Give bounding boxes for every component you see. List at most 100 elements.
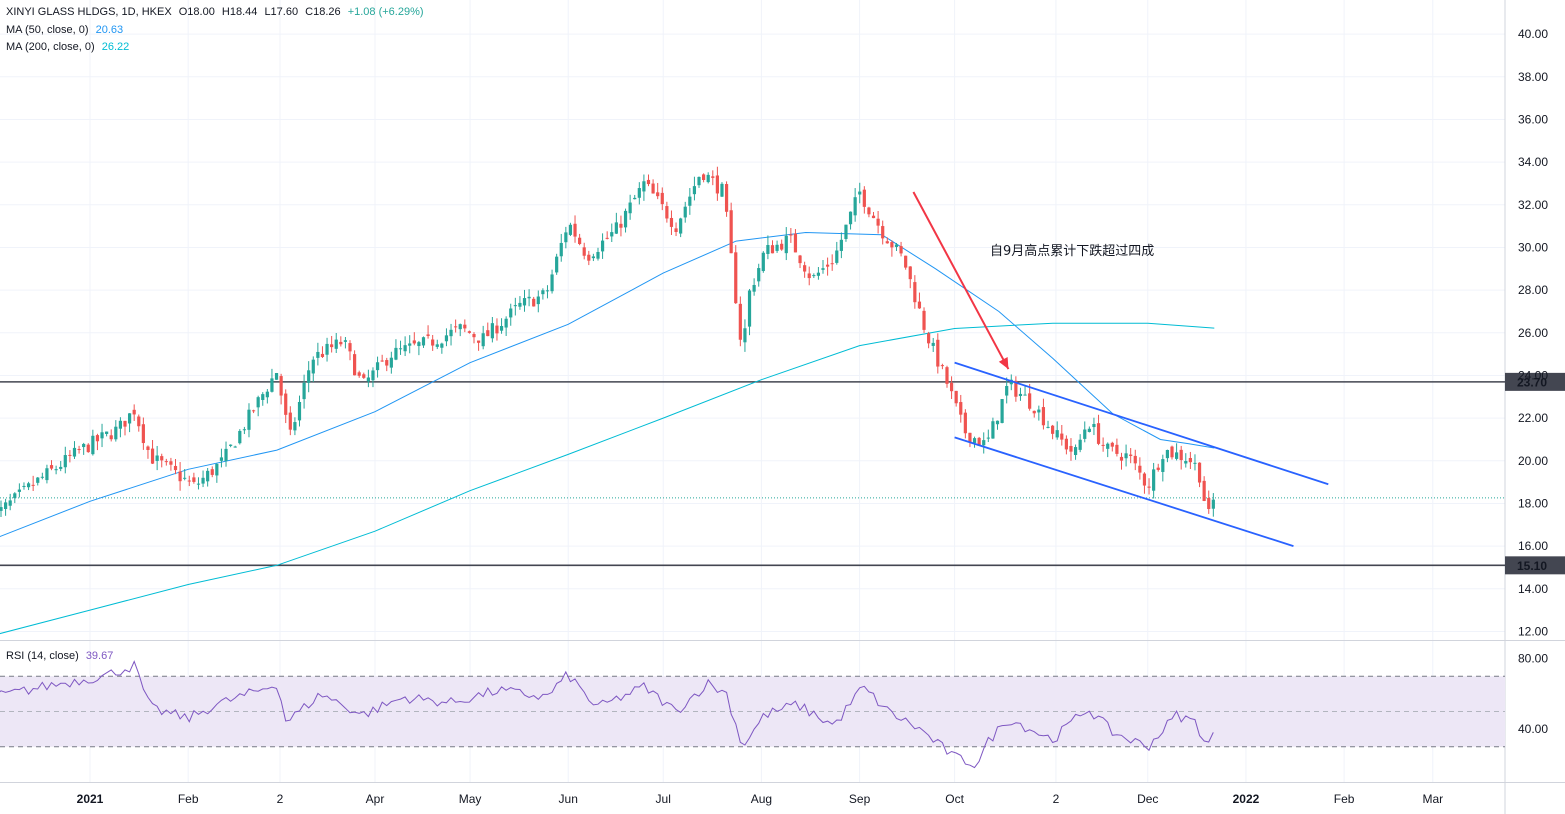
candle-body: [1018, 393, 1023, 397]
candle-body: [1096, 423, 1101, 444]
candle-body: [201, 477, 205, 484]
candle-body: [362, 374, 366, 378]
time-tick-label: Oct: [945, 792, 964, 806]
candle-body: [839, 239, 843, 251]
price-tick-label: 32.00: [1518, 198, 1548, 212]
candle-body: [656, 192, 660, 197]
symbol-title[interactable]: XINYI GLASS HLDGS, 1D, HKEX: [6, 6, 172, 18]
candle-body: [619, 223, 623, 228]
candle-body: [1106, 443, 1110, 449]
candle-body: [109, 435, 113, 440]
candle-body: [959, 402, 963, 415]
time-tick-label: Mar: [1422, 792, 1443, 806]
candle-body: [183, 477, 187, 479]
candle-body: [164, 461, 168, 463]
time-tick-label: Aug: [751, 792, 772, 806]
candle-body: [187, 480, 191, 482]
time-tick-label: Apr: [366, 792, 385, 806]
candle-body: [982, 440, 986, 446]
candle-body: [1087, 428, 1091, 432]
candle-body: [683, 206, 687, 218]
candle-body: [1152, 469, 1156, 491]
candle-body: [931, 342, 935, 346]
candle-body: [385, 360, 389, 366]
candle-body: [904, 255, 908, 268]
candle-body: [1179, 449, 1183, 461]
price-tick-label: 16.00: [1518, 539, 1548, 553]
candle-body: [541, 290, 545, 295]
candle-body: [353, 354, 357, 376]
candle-body: [394, 347, 398, 360]
candle-body: [458, 324, 462, 330]
candle-body: [770, 245, 775, 254]
candle-body: [1092, 423, 1096, 428]
drawings[interactable]: [912, 191, 1329, 547]
candle-body: [371, 370, 375, 381]
candle-body: [936, 339, 940, 367]
candle-body: [499, 326, 504, 331]
candle-body: [1073, 447, 1078, 455]
candle-body: [637, 188, 641, 198]
candle-body: [1014, 380, 1018, 397]
candle-body: [775, 244, 779, 251]
candle-body: [972, 438, 977, 443]
candle-body: [238, 430, 242, 444]
candle-body: [738, 303, 742, 340]
candle-body: [715, 175, 719, 194]
candle-body: [890, 242, 894, 248]
candle-body: [160, 456, 164, 461]
candle-body: [1174, 452, 1179, 459]
price-tick-label: 18.00: [1518, 496, 1548, 510]
candle-body: [279, 376, 283, 396]
candle-body: [173, 465, 178, 471]
candle-body: [729, 210, 733, 254]
candle-body: [150, 448, 155, 464]
candle-body: [495, 325, 499, 334]
candle-body: [1211, 499, 1215, 509]
candle-body: [274, 373, 279, 380]
candle-body: [600, 240, 605, 252]
candle-body: [320, 353, 325, 357]
candle-body: [49, 465, 54, 469]
time-tick-label: 2022: [1233, 792, 1260, 806]
candle-body: [1046, 426, 1050, 428]
candle-body: [440, 343, 444, 348]
rsi-legend[interactable]: RSI (14, close) 39.67: [6, 650, 113, 662]
candle-body: [1142, 473, 1147, 486]
candle-body: [1041, 407, 1046, 426]
candle-body: [17, 489, 21, 492]
candle-body: [118, 420, 123, 429]
candle-body: [1138, 465, 1142, 473]
ma50-path: [0, 231, 1215, 538]
price-axis[interactable]: 12.00 14.00 16.00 18.00 20.00 22.00 24.00 26.00…: [1518, 27, 1548, 736]
ma50-legend[interactable]: MA (50, close, 0) 20.63: [6, 24, 123, 36]
candle-body: [95, 435, 100, 442]
time-tick-label: 2: [1053, 792, 1060, 806]
candle-body: [398, 348, 403, 350]
time-axis[interactable]: 2021 Feb 2 Apr May Jun Jul Aug Sep Oct 2 Dec 2022 Feb…: [77, 792, 1443, 806]
candle-body: [913, 282, 917, 303]
candle-body: [270, 378, 274, 392]
candle-body: [724, 184, 729, 212]
candle-body: [848, 211, 853, 225]
candle-body: [963, 412, 967, 434]
candle-body: [1051, 425, 1055, 434]
time-tick-label: Feb: [178, 792, 199, 806]
candle-body: [123, 420, 127, 427]
candle-body: [343, 340, 348, 342]
price-tick-label: 34.00: [1518, 155, 1548, 169]
ma200-legend[interactable]: MA (200, close, 0) 26.22: [6, 41, 129, 53]
candle-body: [1005, 386, 1009, 396]
horizontal-levels[interactable]: 23.70 15.10: [0, 372, 1565, 575]
time-tick-label: Jul: [656, 792, 671, 806]
candle-body: [1110, 442, 1114, 447]
annotation-text[interactable]: 自9月高点累计下跌超过四成: [990, 244, 1155, 259]
candle-body: [798, 255, 802, 264]
candle-body: [968, 432, 972, 443]
candle-body: [862, 189, 866, 207]
candle-body: [490, 323, 494, 339]
candle-body: [1101, 444, 1105, 446]
candle-body: [59, 466, 63, 469]
candle-body: [224, 448, 228, 461]
